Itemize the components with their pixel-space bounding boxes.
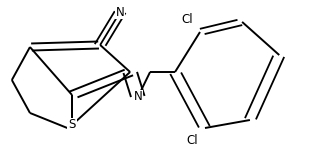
Text: N: N — [134, 90, 142, 104]
Text: Cl: Cl — [187, 134, 198, 147]
Text: N: N — [116, 5, 124, 19]
Text: S: S — [68, 118, 76, 132]
Text: Cl: Cl — [182, 13, 193, 26]
